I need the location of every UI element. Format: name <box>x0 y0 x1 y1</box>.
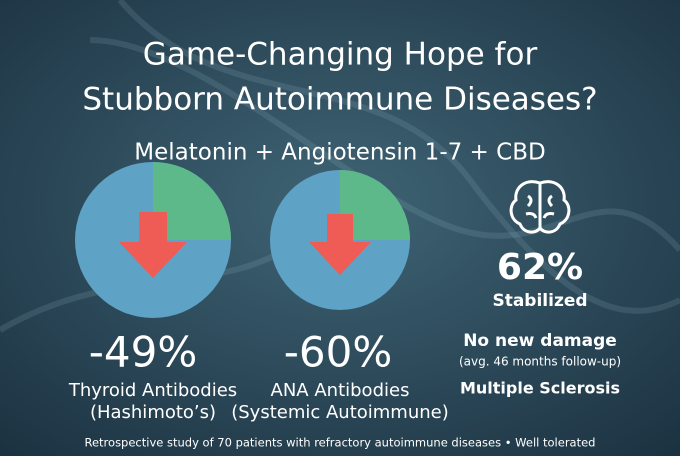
stat-label: Thyroid Antibodies <box>68 380 237 401</box>
brain-icon <box>509 180 571 234</box>
stat-label: Stabilized <box>492 291 587 311</box>
footer: Retrospective study of 70 patients with … <box>85 436 596 450</box>
stat-value: -49% <box>89 328 198 377</box>
stat-label: (Systemic Autoimmune) <box>231 402 449 423</box>
stat-value: 62% <box>497 247 583 288</box>
title-line: Game-Changing Hope for <box>143 37 538 73</box>
stat-note: (avg. 46 months follow-up) <box>459 355 621 369</box>
title-line: Stubborn Autoimmune Diseases? <box>82 82 597 118</box>
stat-label: ANA Antibodies <box>271 380 410 401</box>
stat-label: No new damage <box>463 331 617 351</box>
subtitle: Melatonin + Angiotensin 1-7 + CBD <box>134 140 545 166</box>
stat-label: (Hashimoto’s) <box>90 402 216 423</box>
pie-icon <box>75 162 231 318</box>
stat-value: -60% <box>284 328 393 377</box>
stat-label: Multiple Sclerosis <box>460 379 620 398</box>
pie-icon <box>270 170 410 310</box>
